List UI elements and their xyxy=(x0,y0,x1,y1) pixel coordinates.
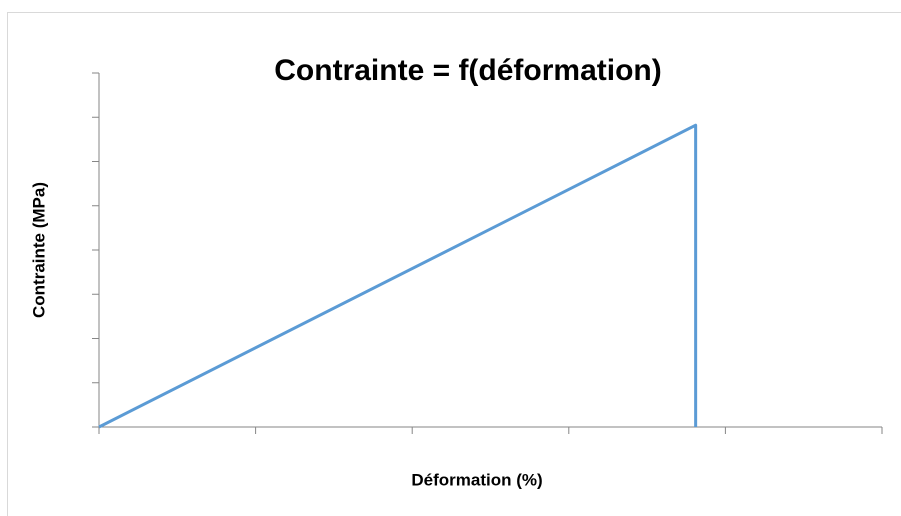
x-axis-label: Déformation (%) xyxy=(411,470,542,489)
chart-border xyxy=(7,12,901,516)
data-line xyxy=(98,123,698,429)
chart-title: Contrainte = f(déformation) xyxy=(274,54,662,87)
y-axis-label: Contrainte (MPa) xyxy=(29,182,48,318)
